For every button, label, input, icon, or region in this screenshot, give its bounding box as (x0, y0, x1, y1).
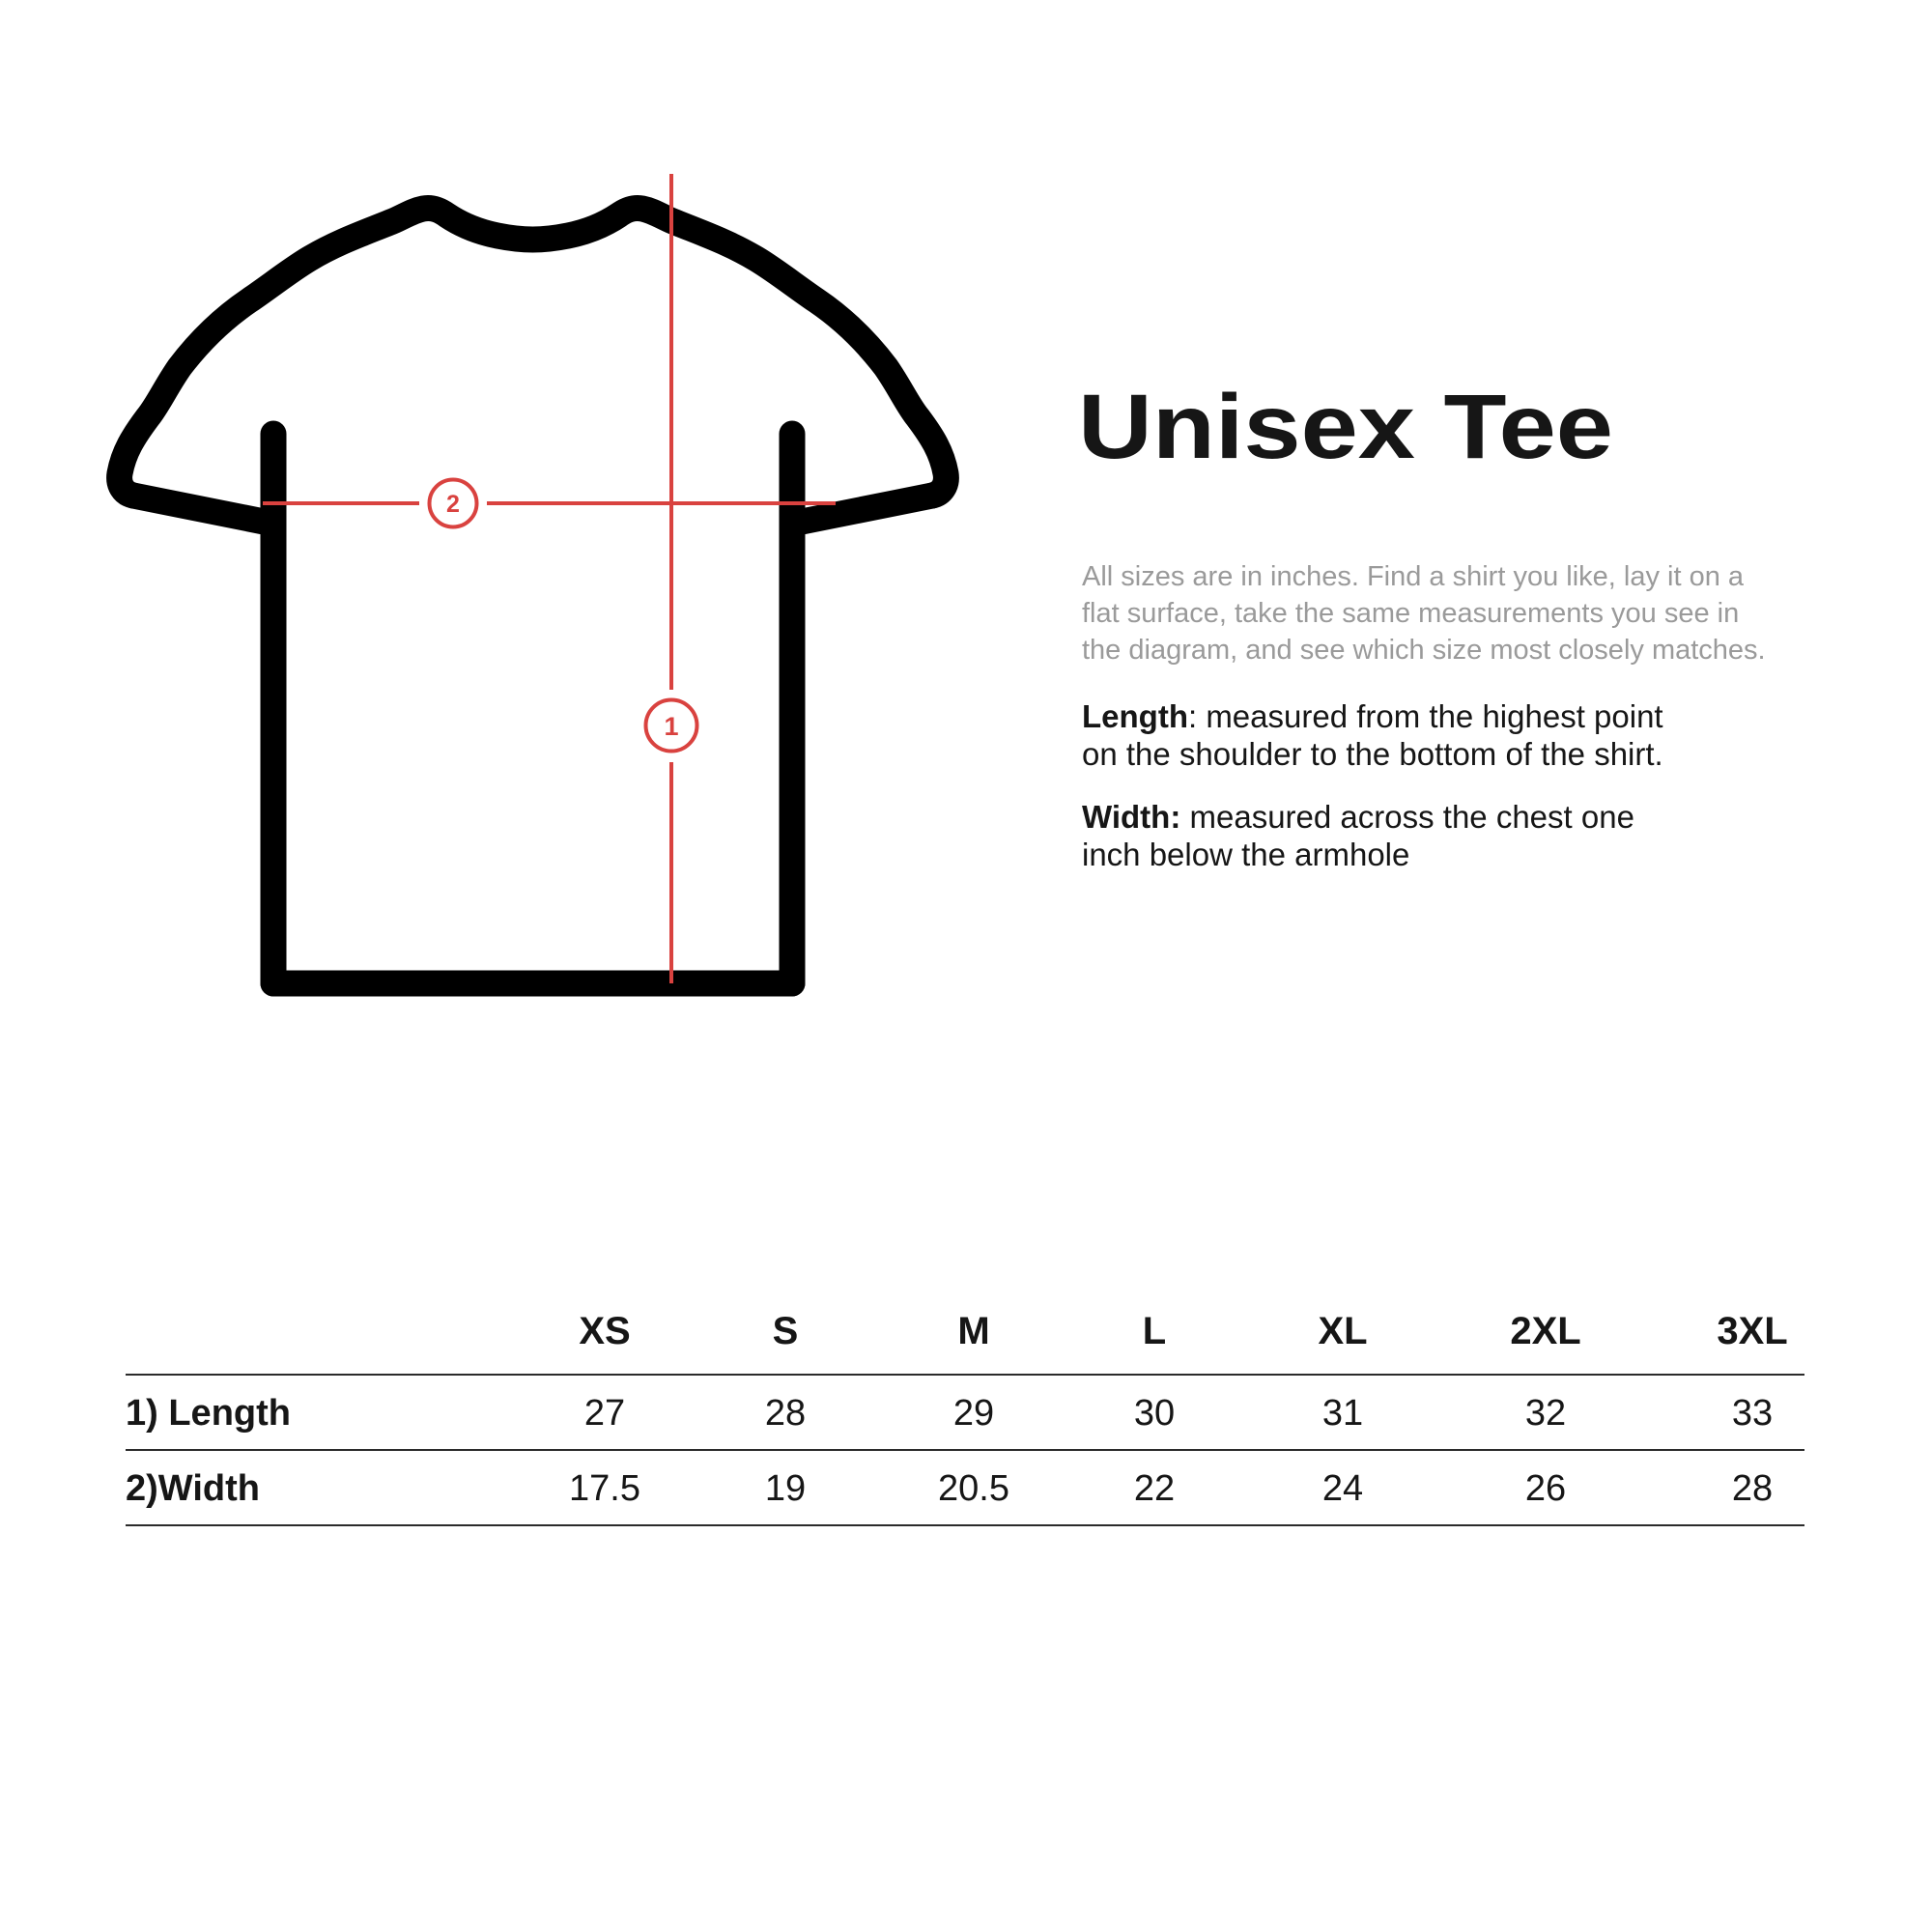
svg-text:2: 2 (446, 491, 460, 518)
svg-text:1: 1 (664, 712, 678, 741)
